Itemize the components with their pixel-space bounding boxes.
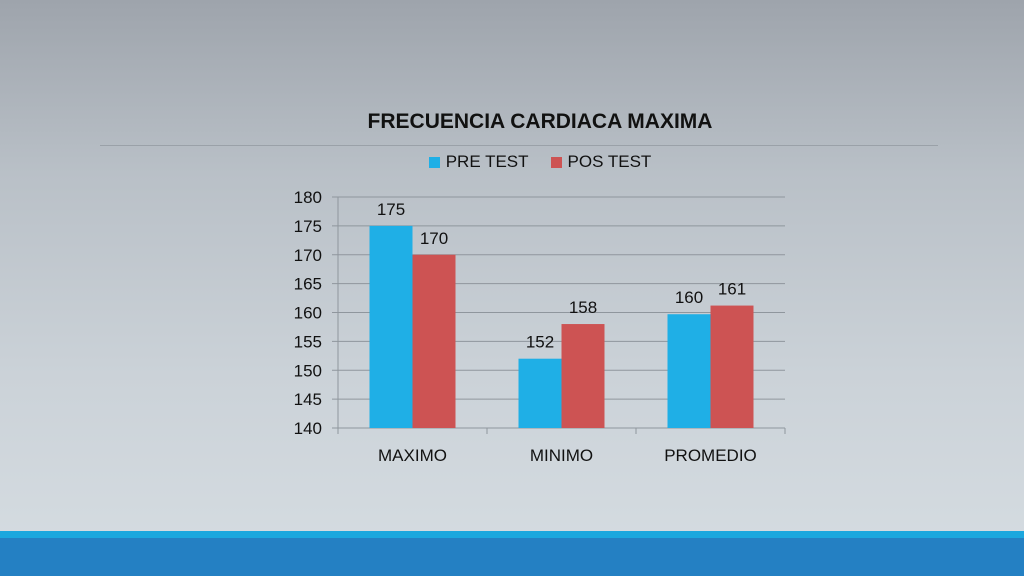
y-tick-label: 170 <box>294 246 322 265</box>
bar-pos-test-minimo <box>561 324 605 428</box>
data-label: 158 <box>569 298 597 317</box>
legend-swatch-pre-test <box>428 156 440 168</box>
x-tick-label: MAXIMO <box>378 446 447 465</box>
chart-title: FRECUENCIA CARDIACA MAXIMA <box>367 110 713 133</box>
bar-pre-test-promedio <box>667 314 711 428</box>
y-tick-label: 165 <box>294 275 322 294</box>
y-tick-label: 145 <box>294 390 322 409</box>
data-label: 152 <box>526 333 554 352</box>
legend-item-pos-test: POS TEST <box>550 152 652 172</box>
data-label: 161 <box>718 280 746 299</box>
y-tick-label: 160 <box>294 304 322 323</box>
data-label: 160 <box>675 288 703 307</box>
bar-pre-test-maximo <box>369 225 413 428</box>
bar-pos-test-maximo <box>412 254 456 428</box>
x-tick-label: MINIMO <box>530 446 593 465</box>
bar-pre-test-minimo <box>518 358 562 428</box>
x-tick-label: PROMEDIO <box>664 446 757 465</box>
legend-item-pre-test: PRE TEST <box>428 152 529 172</box>
data-label: 170 <box>420 229 448 248</box>
data-label: 175 <box>377 200 405 219</box>
legend-label-pos-test: POS TEST <box>567 152 652 171</box>
footer-bar <box>0 538 1024 576</box>
footer-accent-stripe <box>0 531 1024 538</box>
y-tick-label: 140 <box>294 419 322 438</box>
y-tick-label: 180 <box>294 188 322 207</box>
title-divider <box>100 145 938 146</box>
y-tick-label: 175 <box>294 217 322 236</box>
legend-label-pre-test: PRE TEST <box>445 152 529 171</box>
legend: PRE TEST POS TEST <box>0 152 1024 172</box>
bar-pos-test-promedio <box>710 305 754 428</box>
y-tick-label: 150 <box>294 361 322 380</box>
y-tick-label: 155 <box>294 332 322 351</box>
legend-swatch-pos-test <box>550 156 562 168</box>
